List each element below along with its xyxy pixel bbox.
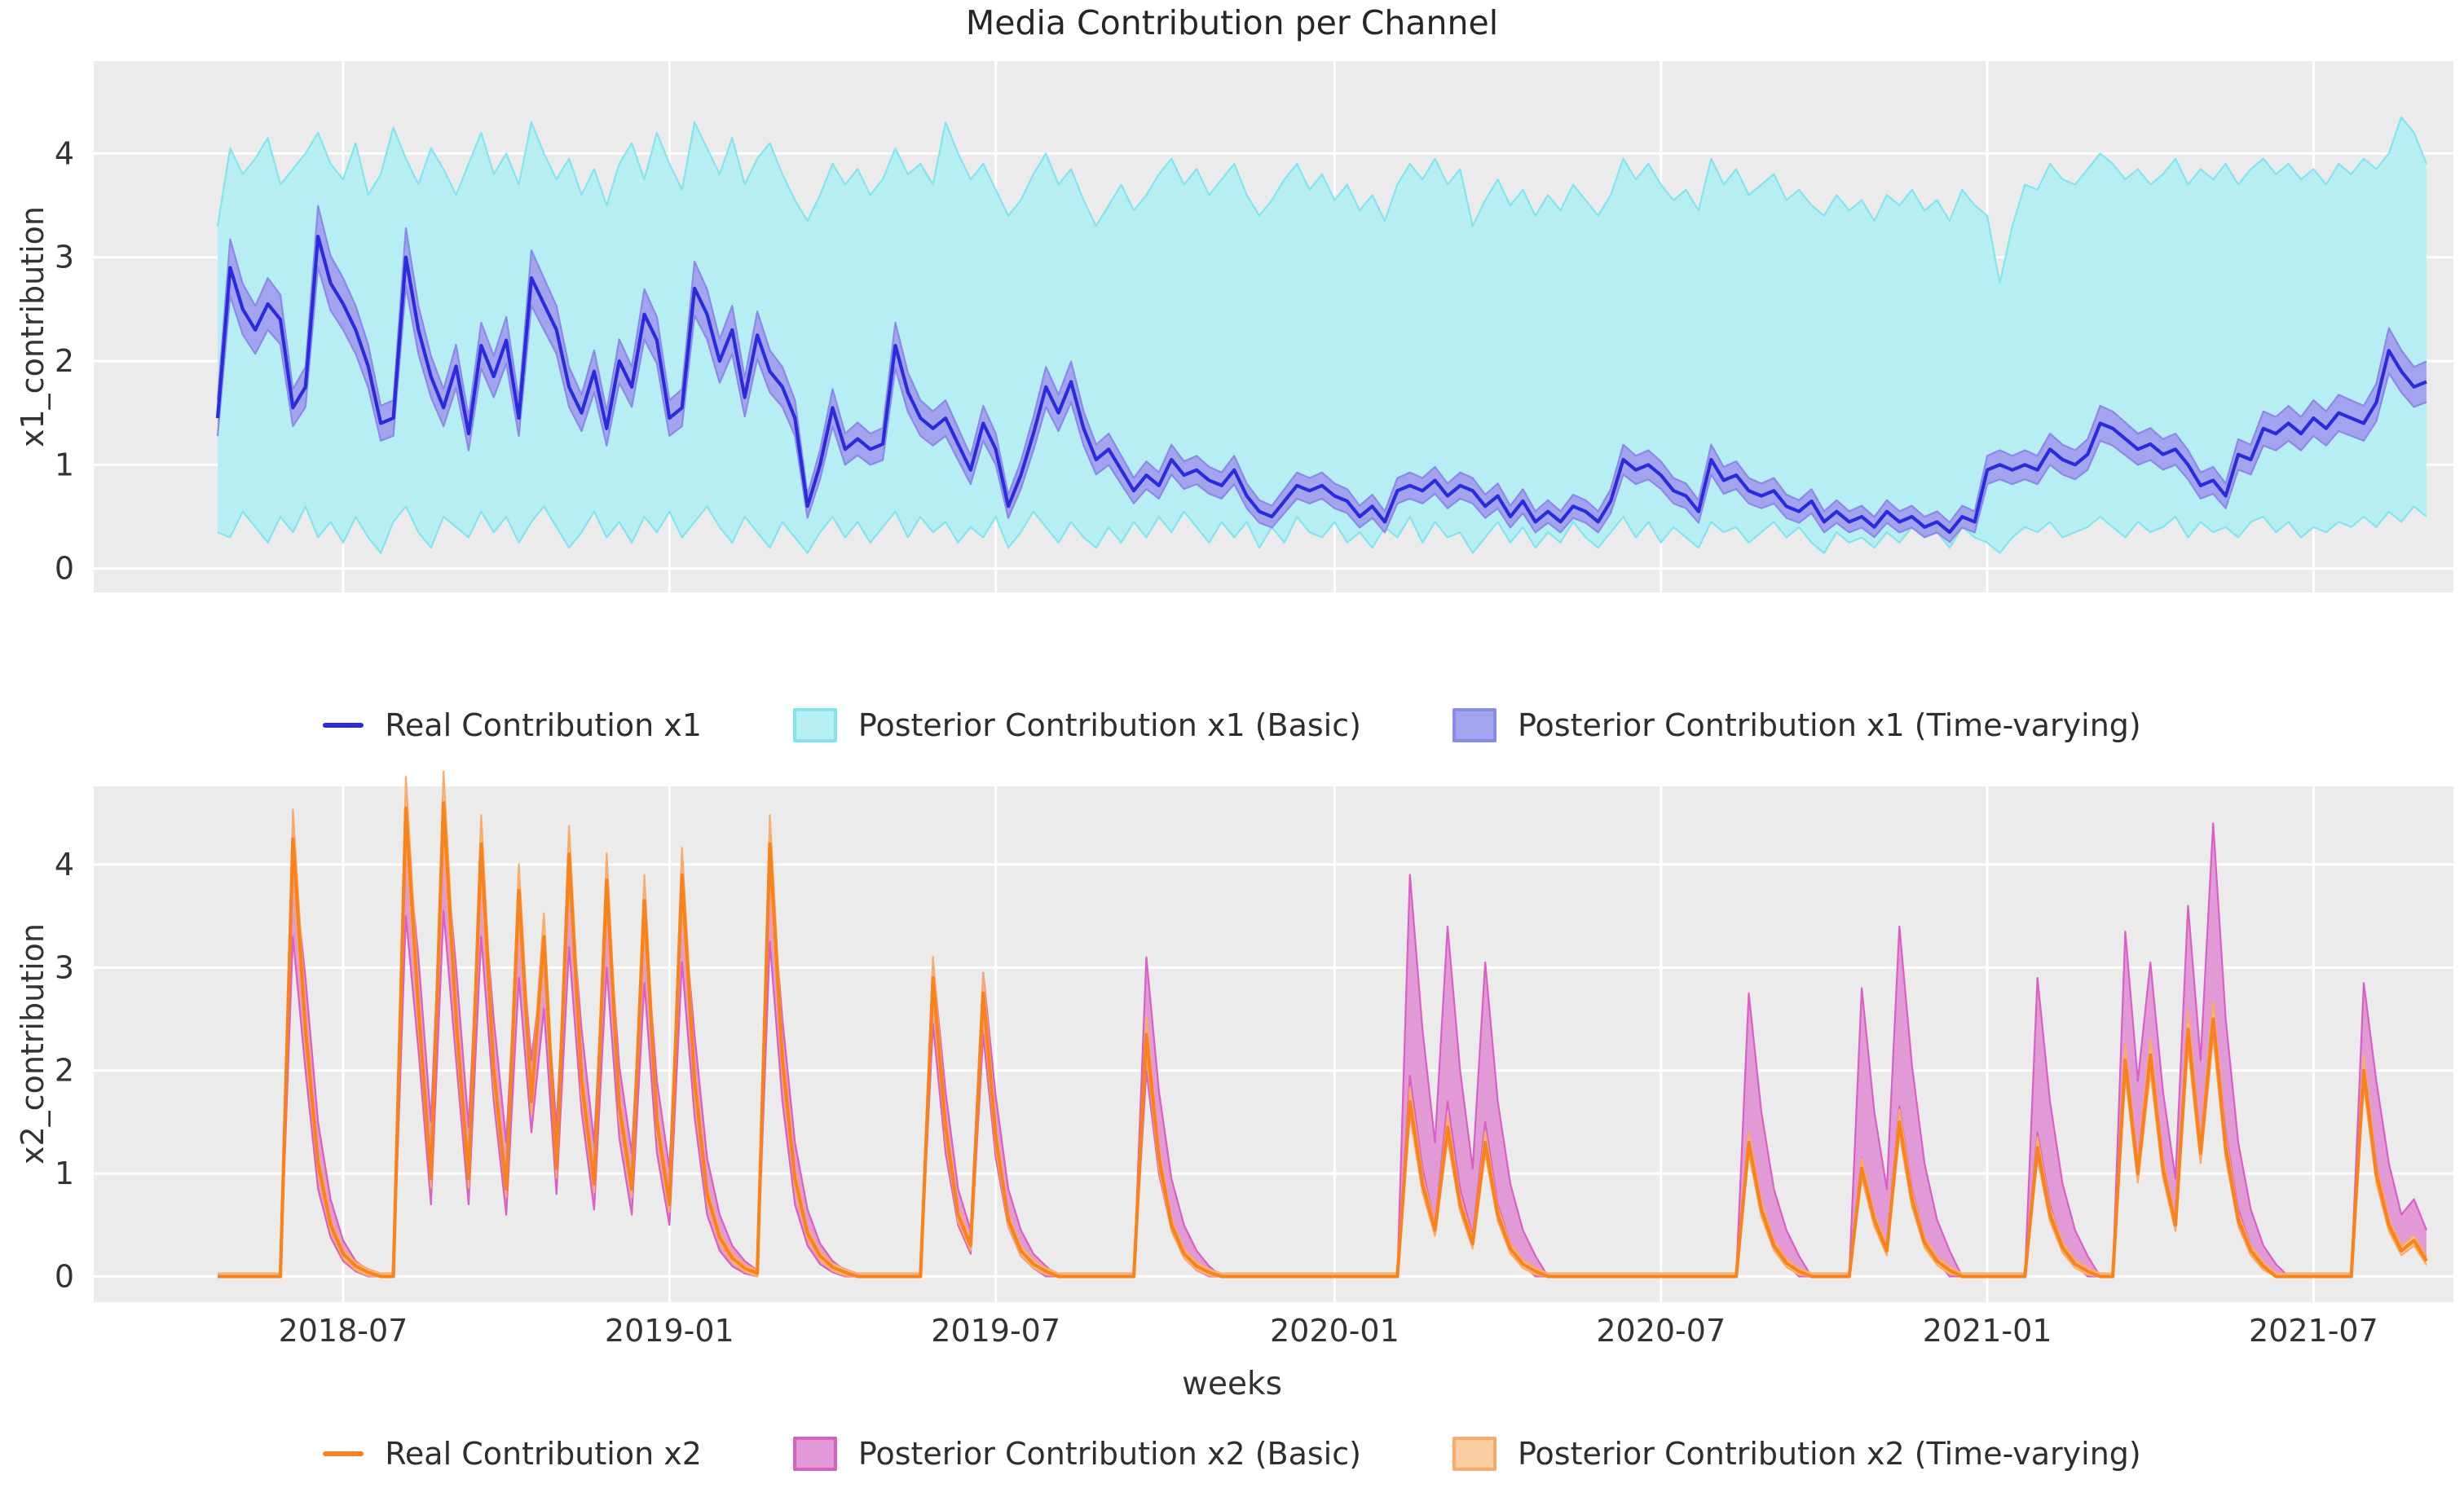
- x2-y-axis-label: x2_contribution: [15, 923, 51, 1164]
- legend-line-swatch-icon: [323, 723, 364, 728]
- legend-item: Posterior Contribution x1 (Basic): [792, 707, 1361, 743]
- x1-ytick-label: 2: [55, 343, 74, 379]
- x1-ytick-label: 4: [55, 135, 74, 171]
- legend-item: Posterior Contribution x2 (Basic): [792, 1436, 1361, 1472]
- x2-xtick-label: 2021-01: [1923, 1313, 2052, 1349]
- x2-real-contribution-line: [218, 801, 2428, 1279]
- legend-line-swatch-icon: [323, 1451, 364, 1456]
- x1-legend: Real Contribution x1 Posterior Contributi…: [0, 689, 2464, 762]
- x2-ytick-label: 3: [55, 949, 74, 985]
- x1-posterior-basic-band-lower-edge: [217, 505, 2427, 554]
- x1-ytick-label: 3: [55, 240, 74, 275]
- x1-posterior-time-varying-band-upper-edge: [216, 205, 2427, 524]
- legend-label: Posterior Contribution x1 (Time-varying): [1517, 707, 2141, 743]
- x-axis-label: weeks: [1182, 1366, 1282, 1402]
- legend-label: Real Contribution x2: [385, 1436, 702, 1472]
- x2-xtick-label: 2018-07: [279, 1313, 408, 1349]
- x1-contribution-chart: 0 1 2 3 4: [0, 33, 2464, 644]
- x2-xtick-label: 2021-07: [2249, 1313, 2378, 1349]
- x2-ytick-label: 4: [55, 847, 74, 883]
- x2-xtick-label: 2019-01: [605, 1313, 734, 1349]
- legend-item: Real Contribution x2: [323, 1436, 702, 1472]
- x2-posterior-basic-band: [218, 823, 2427, 1277]
- page-title: Media Contribution per Channel: [965, 3, 1499, 42]
- x2-contribution-chart: 0 1 2 3 4 2018-07 2019-01 2019-07 2020-01 2020-07…: [0, 758, 2464, 1377]
- legend-patch-swatch-icon: [792, 1437, 837, 1471]
- legend-patch-swatch-icon: [1452, 708, 1496, 742]
- legend-label: Posterior Contribution x2 (Basic): [857, 1436, 1361, 1472]
- x1-ytick-label: 1: [55, 447, 74, 482]
- x1-ytick-label: 0: [55, 551, 74, 587]
- legend-label: Posterior Contribution x2 (Time-varying): [1517, 1436, 2141, 1472]
- x1-posterior-time-varying-band-lower-edge: [216, 266, 2427, 544]
- x1-posterior-basic-band-upper-edge: [216, 116, 2428, 284]
- x2-xtick-label: 2020-07: [1596, 1313, 1726, 1349]
- x2-legend: Real Contribution x2 Posterior Contributi…: [0, 1420, 2464, 1488]
- legend-label: Posterior Contribution x1 (Basic): [857, 707, 1361, 743]
- x2-ytick-label: 1: [55, 1156, 74, 1191]
- legend-item: Posterior Contribution x1 (Time-varying): [1452, 707, 2141, 743]
- x2-xtick-label: 2019-07: [931, 1313, 1060, 1349]
- x1-y-axis-label: x1_contribution: [15, 206, 51, 447]
- x1-plot-svg: 0 1 2 3 4: [55, 61, 2453, 592]
- legend-patch-swatch-icon: [1452, 1437, 1496, 1471]
- legend-item: Posterior Contribution x2 (Time-varying): [1452, 1436, 2141, 1472]
- legend-patch-swatch-icon: [792, 708, 837, 742]
- x2-xtick-label: 2020-01: [1270, 1313, 1399, 1349]
- x2-ytick-label: 2: [55, 1053, 74, 1089]
- x1-real-contribution-line: [215, 235, 2427, 535]
- legend-label: Real Contribution x1: [385, 707, 702, 743]
- legend-item: Real Contribution x1: [323, 707, 702, 743]
- x2-ytick-label: 0: [55, 1258, 74, 1294]
- x1-posterior-basic-band: [218, 117, 2427, 553]
- x2-plot-svg: 0 1 2 3 4 2018-07 2019-01 2019-07 2020-01 2020-07…: [55, 770, 2453, 1349]
